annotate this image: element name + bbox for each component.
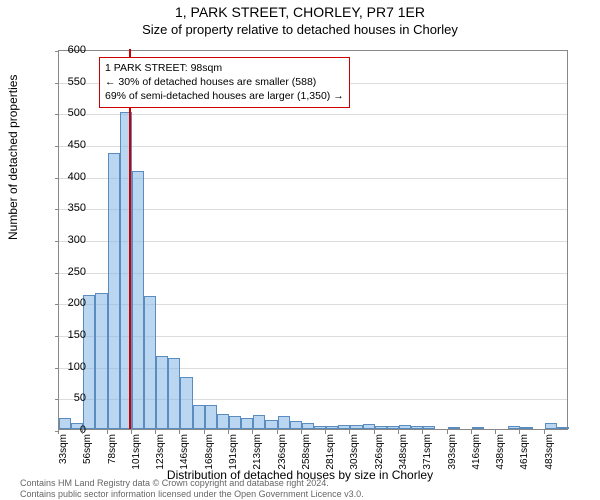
xtick-label: 78sqm: [107, 434, 118, 474]
histogram-bar: [326, 426, 338, 429]
histogram-bar: [241, 418, 253, 429]
histogram-bar: [411, 426, 423, 429]
annotation-line: ← 30% of detached houses are smaller (58…: [105, 75, 344, 89]
ytick-label: 400: [46, 171, 86, 183]
page-subtitle: Size of property relative to detached ho…: [0, 20, 600, 37]
histogram-bar: [314, 426, 326, 429]
histogram-bar: [95, 293, 107, 429]
xtick-label: 438sqm: [495, 434, 506, 474]
gridline: [59, 114, 567, 115]
histogram-bar: [423, 426, 435, 429]
histogram-bar: [472, 427, 484, 429]
histogram-bar: [290, 421, 302, 429]
ytick-label: 50: [46, 392, 86, 404]
ytick-label: 500: [46, 107, 86, 119]
histogram-bar: [168, 358, 180, 429]
xtick-label: 326sqm: [374, 434, 385, 474]
histogram-bar: [302, 423, 314, 429]
y-axis-label: Number of detached properties: [6, 75, 20, 240]
annotation-box: 1 PARK STREET: 98sqm← 30% of detached ho…: [99, 57, 350, 108]
footer-line: Contains HM Land Registry data © Crown c…: [20, 478, 364, 488]
xtick-label: 191sqm: [228, 434, 239, 474]
histogram-bar: [205, 405, 217, 429]
ytick-label: 300: [46, 234, 86, 246]
histogram-bar: [253, 415, 265, 429]
chart-plot-area: 1 PARK STREET: 98sqm← 30% of detached ho…: [58, 50, 568, 430]
annotation-line: 69% of semi-detached houses are larger (…: [105, 89, 344, 103]
xtick-label: 146sqm: [179, 434, 190, 474]
ytick-label: 100: [46, 361, 86, 373]
ytick-label: 450: [46, 139, 86, 151]
histogram-bar: [193, 405, 205, 429]
histogram-bar: [156, 356, 168, 429]
histogram-bar: [363, 424, 375, 429]
histogram-bar: [375, 426, 387, 429]
xtick-label: 213sqm: [252, 434, 263, 474]
xtick-label: 56sqm: [82, 434, 93, 474]
xtick-label: 371sqm: [422, 434, 433, 474]
histogram-bar: [180, 377, 192, 429]
footer-line: Contains public sector information licen…: [20, 489, 364, 499]
xtick-label: 33sqm: [58, 434, 69, 474]
histogram-bar: [229, 416, 241, 429]
gridline: [59, 146, 567, 147]
xtick-label: 461sqm: [519, 434, 530, 474]
histogram-bar: [338, 425, 350, 429]
histogram-bar: [144, 296, 156, 429]
xtick-label: 416sqm: [471, 434, 482, 474]
annotation-line: 1 PARK STREET: 98sqm: [105, 61, 344, 75]
histogram-bar: [278, 416, 290, 429]
ytick-label: 200: [46, 297, 86, 309]
histogram-bar: [545, 423, 557, 429]
xtick-label: 303sqm: [349, 434, 360, 474]
xtick-label: 348sqm: [398, 434, 409, 474]
histogram-bar: [350, 425, 362, 429]
page-title: 1, PARK STREET, CHORLEY, PR7 1ER: [0, 0, 600, 20]
xtick-label: 483sqm: [544, 434, 555, 474]
xtick-label: 101sqm: [131, 434, 142, 474]
ytick-label: 350: [46, 202, 86, 214]
histogram-bar: [520, 427, 532, 429]
histogram-bar: [217, 414, 229, 429]
histogram-bar: [448, 427, 460, 429]
xtick-label: 168sqm: [204, 434, 215, 474]
xtick-label: 393sqm: [447, 434, 458, 474]
ytick-label: 150: [46, 329, 86, 341]
histogram-bar: [557, 427, 569, 429]
xtick-label: 236sqm: [277, 434, 288, 474]
ytick-label: 550: [46, 76, 86, 88]
histogram-bar: [508, 426, 520, 429]
ytick-label: 600: [46, 44, 86, 56]
histogram-bar: [132, 171, 144, 429]
histogram-bar: [108, 153, 120, 429]
histogram-bar: [387, 426, 399, 429]
xtick-label: 123sqm: [155, 434, 166, 474]
footer-attribution: Contains HM Land Registry data © Crown c…: [20, 478, 364, 499]
histogram-bar: [399, 425, 411, 429]
histogram-bar: [265, 420, 277, 429]
xtick-label: 281sqm: [325, 434, 336, 474]
ytick-label: 250: [46, 266, 86, 278]
xtick-label: 258sqm: [301, 434, 312, 474]
